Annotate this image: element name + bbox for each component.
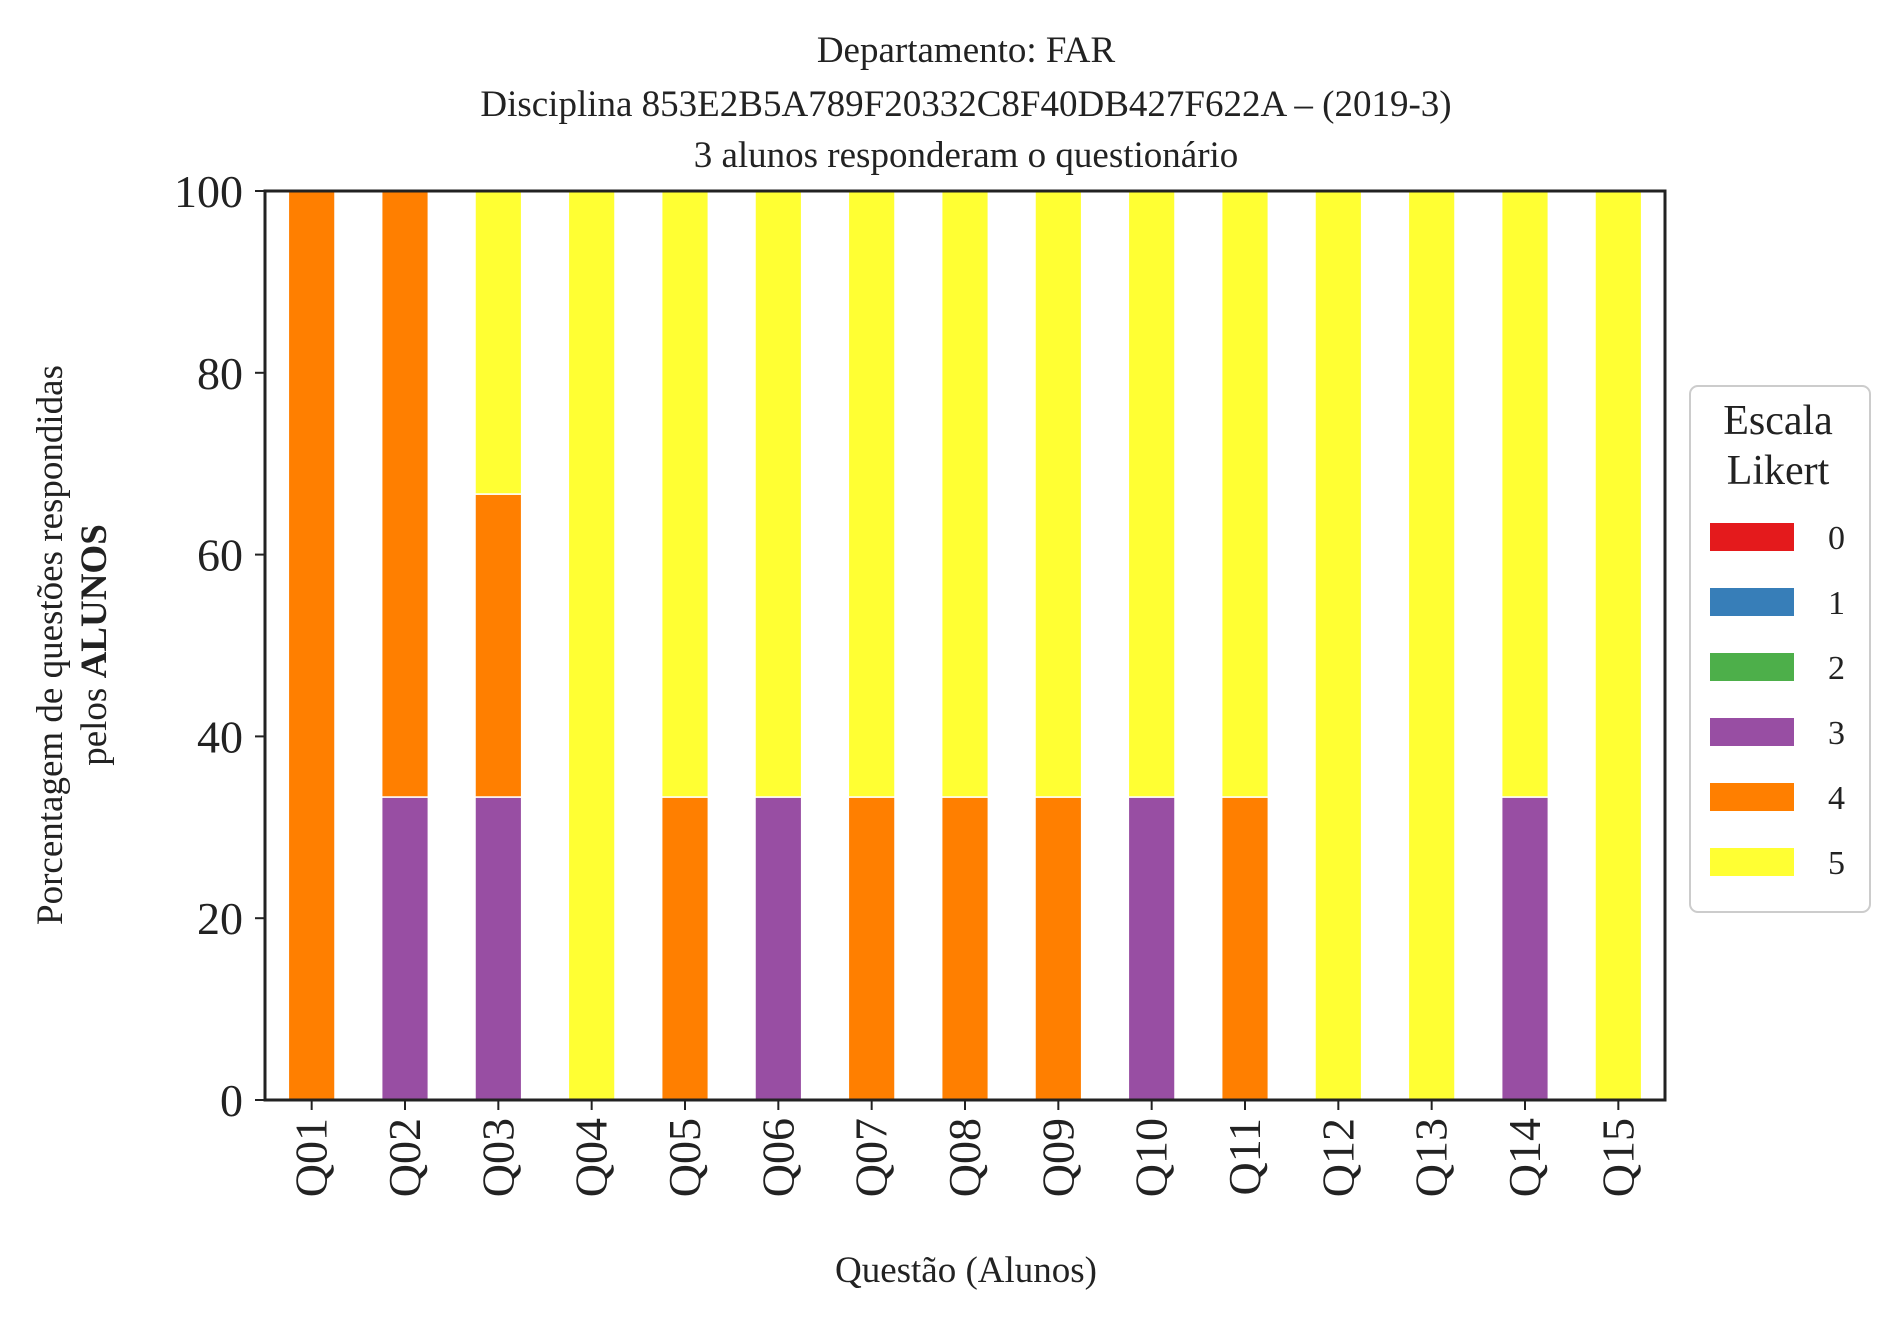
bar-Q10-likert-3 xyxy=(1127,796,1176,1101)
x-tick-label-Q05: Q05 xyxy=(659,1118,710,1197)
bar-Q12-likert-5 xyxy=(1314,190,1363,1101)
x-tick-label-Q02: Q02 xyxy=(379,1118,430,1197)
x-tick-label-Q03: Q03 xyxy=(472,1118,523,1197)
bar-Q03-likert-3 xyxy=(474,796,523,1101)
x-tick-label-Q10: Q10 xyxy=(1126,1118,1177,1197)
y-axis-title: Porcentagem de questões respondidas pelo… xyxy=(30,365,115,925)
legend-label-4: 4 xyxy=(1828,780,1845,817)
y-tick-label-40: 40 xyxy=(197,711,243,762)
bar-Q13-likert-5 xyxy=(1407,190,1456,1101)
bar-Q06-likert-5 xyxy=(754,190,803,798)
legend-items: 0 1 2 3 4 5 xyxy=(1710,520,1845,882)
bar-Q05-likert-5 xyxy=(660,190,710,798)
legend-swatch-4 xyxy=(1710,783,1794,811)
bar-Q04-likert-5 xyxy=(567,190,616,1101)
bars-layer xyxy=(287,190,1643,1101)
bar-Q11-likert-5 xyxy=(1220,190,1270,798)
y-tick-label-0: 0 xyxy=(220,1075,243,1126)
bar-Q11-likert-4 xyxy=(1220,796,1270,1101)
y-tick-label-100: 100 xyxy=(174,166,243,217)
bar-Q02-likert-4 xyxy=(380,190,430,798)
bar-Q02-likert-3 xyxy=(380,796,430,1101)
legend-swatch-1 xyxy=(1710,588,1794,616)
y-axis-title-prefix: pelos xyxy=(74,678,115,765)
legend-label-1: 1 xyxy=(1828,585,1845,622)
bar-Q09-likert-4 xyxy=(1034,796,1083,1101)
legend-label-5: 5 xyxy=(1828,845,1845,882)
legend-swatch-5 xyxy=(1710,848,1794,876)
chart-title: Departamento: FAR Disciplina 853E2B5A789… xyxy=(480,30,1451,176)
x-tick-label-Q09: Q09 xyxy=(1032,1118,1083,1197)
y-axis-ticks: 0 20 40 60 80 100 xyxy=(174,166,265,1126)
legend-swatch-2 xyxy=(1710,653,1794,681)
title-line-1: Departamento: FAR xyxy=(817,30,1116,71)
title-line-3: 3 alunos responderam o questionário xyxy=(694,135,1239,176)
legend-label-2: 2 xyxy=(1828,650,1845,687)
y-tick-label-80: 80 xyxy=(197,348,243,399)
bar-Q14-likert-3 xyxy=(1500,796,1550,1101)
legend: Escala Likert 0 1 2 3 4 5 xyxy=(1689,385,1871,913)
bar-Q05-likert-4 xyxy=(660,796,710,1101)
legend-title-line-1: Escala xyxy=(1723,398,1833,444)
title-line-2: Disciplina 853E2B5A789F20332C8F40DB427F6… xyxy=(480,84,1451,125)
legend-label-3: 3 xyxy=(1828,715,1845,752)
legend-title-line-2: Likert xyxy=(1727,448,1830,494)
legend-swatch-0 xyxy=(1710,523,1794,551)
legend-label-0: 0 xyxy=(1828,520,1845,557)
plot-area-frame xyxy=(263,189,1667,1102)
bar-Q03-likert-4 xyxy=(474,493,523,798)
bar-Q09-likert-5 xyxy=(1034,190,1083,798)
legend-box xyxy=(1689,385,1871,913)
y-tick-label-20: 20 xyxy=(197,893,243,944)
bar-Q07-likert-5 xyxy=(847,190,896,798)
x-tick-label-Q04: Q04 xyxy=(566,1118,617,1197)
bar-Q03-likert-5 xyxy=(474,190,523,495)
x-tick-label-Q14: Q14 xyxy=(1499,1118,1550,1197)
bar-Q08-likert-4 xyxy=(940,796,990,1101)
x-tick-label-Q08: Q08 xyxy=(939,1118,990,1197)
x-tick-label-Q06: Q06 xyxy=(752,1118,803,1197)
x-tick-label-Q11: Q11 xyxy=(1219,1118,1270,1196)
y-tick-label-60: 60 xyxy=(197,530,243,581)
x-tick-label-Q13: Q13 xyxy=(1406,1118,1457,1197)
bar-Q15-likert-5 xyxy=(1594,190,1643,1101)
x-tick-label-Q01: Q01 xyxy=(286,1118,337,1197)
x-tick-label-Q15: Q15 xyxy=(1592,1118,1643,1197)
bar-Q01-likert-4 xyxy=(287,190,336,1101)
bar-Q07-likert-4 xyxy=(847,796,896,1101)
legend-swatch-3 xyxy=(1710,718,1794,746)
x-axis-title: Questão (Alunos) xyxy=(835,1250,1097,1291)
x-axis-ticks: Q01 Q02 Q03 Q04 Q05 Q06 Q07 Q08 Q09 Q10 Q11 Q12 Q13 Q… xyxy=(286,1100,1643,1197)
x-tick-label-Q12: Q12 xyxy=(1312,1118,1363,1197)
y-axis-title-bold: ALUNOS xyxy=(74,524,115,678)
bar-Q08-likert-5 xyxy=(940,190,990,798)
bar-Q14-likert-5 xyxy=(1500,190,1550,798)
bar-Q06-likert-3 xyxy=(754,796,803,1101)
y-axis-title-line-2: pelos ALUNOS xyxy=(74,524,115,766)
y-axis-title-line-1: Porcentagem de questões respondidas xyxy=(30,365,71,925)
x-tick-label-Q07: Q07 xyxy=(846,1118,897,1197)
bar-Q10-likert-5 xyxy=(1127,190,1176,798)
